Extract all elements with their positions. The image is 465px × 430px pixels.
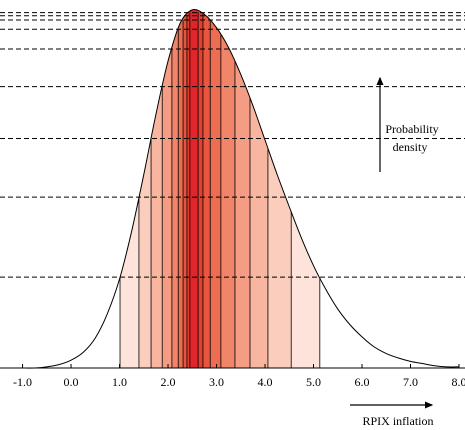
x-tick-label: 3.0	[209, 375, 224, 389]
x-tick-label: 6.0	[355, 375, 370, 389]
x-tick-label: 4.0	[258, 375, 273, 389]
x-tick-label: 8.0	[452, 375, 465, 389]
plot: -1.0 0.0 1.0 2.0 3.0 4.0 5.0 6.0 7.0 8.0	[0, 9, 465, 389]
x-tick-label: 1.0	[112, 375, 127, 389]
bands	[120, 9, 320, 368]
x-tick-label: 2.0	[161, 375, 176, 389]
x-tick-label: 5.0	[306, 375, 321, 389]
y-label: Probability	[385, 122, 438, 136]
band	[189, 9, 199, 368]
y-label: density	[393, 140, 428, 154]
x-tick-label: 7.0	[403, 375, 418, 389]
x-tick-label: -1.0	[13, 375, 32, 389]
x-label: RPIX inflation	[363, 414, 434, 428]
x-tick-label: 0.0	[64, 375, 79, 389]
density-curve	[22, 9, 460, 369]
